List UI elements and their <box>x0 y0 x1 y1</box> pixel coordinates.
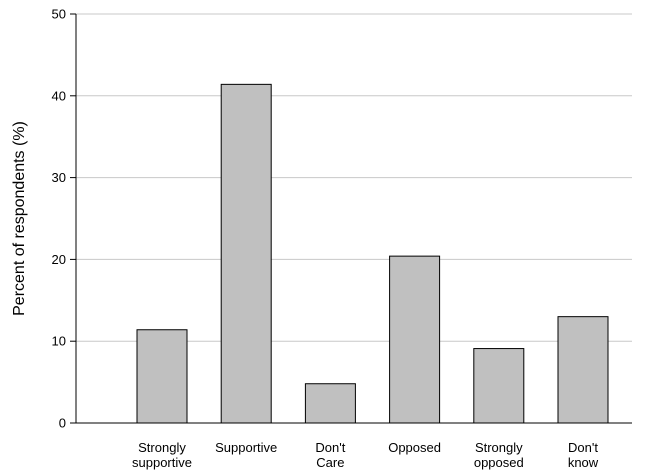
y-tick-label: 0 <box>59 416 66 431</box>
y-tick-label: 50 <box>52 7 66 22</box>
x-category-label: Supportive <box>215 440 277 455</box>
gridlines <box>76 13 632 342</box>
x-axis-category-labels: Strongly supportive Supportive Don't Care Opp… <box>132 440 599 470</box>
axes <box>75 14 632 424</box>
y-axis-ticks: 0 10 20 30 40 50 <box>52 7 76 431</box>
bar <box>557 316 609 424</box>
x-category-label: Strongly opposed <box>474 440 524 470</box>
x-category-label: Strongly supportive <box>132 440 192 470</box>
y-tick-label: 10 <box>52 334 66 349</box>
bar <box>304 383 356 424</box>
x-category-label: Don't know <box>568 440 599 470</box>
y-axis-title: Percent of respondents (%) <box>11 121 28 316</box>
y-tick-label: 30 <box>52 170 66 185</box>
y-tick-label: 20 <box>52 252 66 267</box>
bar <box>220 83 272 424</box>
bars <box>136 83 609 424</box>
bar <box>389 255 441 424</box>
y-tick-label: 40 <box>52 88 66 103</box>
bar <box>473 348 525 424</box>
x-category-label: Opposed <box>388 440 441 455</box>
x-category-label: Don't Care <box>315 440 345 470</box>
bar <box>136 329 188 424</box>
